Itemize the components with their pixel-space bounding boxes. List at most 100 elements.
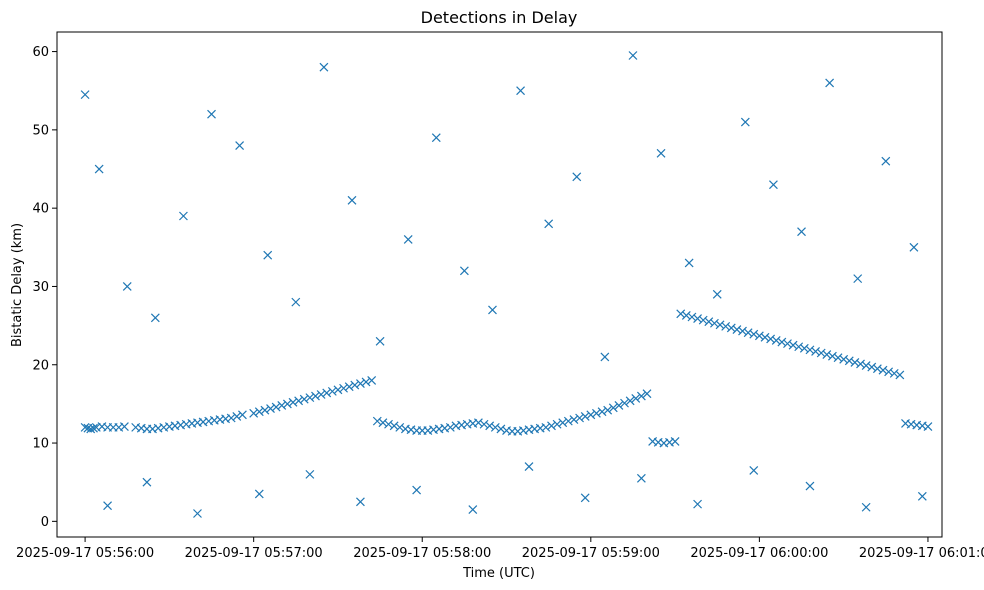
data-point [291, 297, 301, 307]
data-point [544, 219, 554, 229]
plot-frame [56, 31, 943, 538]
data-point [372, 416, 382, 426]
data-point [563, 416, 573, 426]
data-point [597, 407, 607, 417]
data-point [249, 408, 259, 418]
data-point [586, 410, 596, 420]
data-point [783, 339, 792, 349]
data-point [468, 505, 478, 515]
data-point [474, 418, 483, 428]
data-point [395, 422, 405, 432]
data-point [636, 391, 646, 401]
data-point [794, 342, 804, 352]
x-axis: 2025-09-17 05:56:00 2025-09-17 05:57:00 20… [16, 537, 984, 561]
data-point [516, 86, 525, 96]
data-point [853, 274, 863, 284]
data-point [620, 398, 629, 408]
x-tick-label: 2025-09-17 06:00:00 [690, 546, 828, 561]
y-tick-label: 10 [32, 437, 49, 452]
data-point [361, 377, 371, 387]
data-point [881, 156, 891, 166]
data-point [311, 391, 320, 401]
data-point [839, 354, 849, 364]
data-point [726, 323, 736, 333]
scatter-points [80, 51, 933, 518]
data-point [344, 382, 354, 392]
data-point [811, 347, 820, 356]
data-point [575, 413, 584, 423]
data-point [384, 419, 393, 429]
data-point [878, 365, 888, 375]
data-point [266, 404, 275, 414]
data-point [738, 326, 747, 336]
data-point [600, 352, 610, 362]
data-point [89, 423, 98, 433]
y-tick-label: 40 [32, 202, 49, 217]
data-point [828, 351, 837, 361]
data-point [715, 320, 725, 330]
data-point [684, 258, 694, 268]
data-point [367, 375, 377, 385]
data-point [693, 314, 702, 323]
data-point [580, 493, 590, 503]
data-point [861, 502, 871, 512]
data-point [150, 313, 160, 323]
data-point [867, 362, 877, 372]
data-point [766, 334, 776, 344]
data-point [822, 350, 832, 359]
y-axis: 0 10 20 30 40 50 60 [32, 45, 57, 530]
y-tick-label: 60 [32, 45, 49, 60]
data-point [712, 289, 722, 299]
data-point [740, 117, 750, 127]
data-point [347, 195, 357, 205]
data-point [389, 421, 399, 431]
data-point [872, 364, 882, 374]
data-point [207, 109, 216, 119]
data-point [263, 250, 273, 260]
data-point [319, 62, 329, 72]
data-point [844, 356, 854, 366]
data-point [631, 393, 641, 403]
data-point [94, 164, 104, 174]
y-tick-label: 30 [32, 280, 49, 295]
data-point [704, 317, 714, 327]
data-point [226, 413, 236, 423]
data-point [909, 242, 919, 252]
data-point [122, 282, 132, 291]
data-point [254, 489, 264, 499]
data-point [917, 491, 927, 501]
data-point [488, 305, 497, 315]
data-point [642, 389, 652, 399]
data-point [327, 386, 337, 396]
data-point [235, 141, 245, 150]
data-point [254, 407, 264, 417]
data-point [238, 410, 247, 420]
data-point [569, 415, 579, 424]
data-point [378, 418, 388, 428]
data-point [459, 266, 469, 276]
data-point [681, 311, 691, 320]
data-point [375, 336, 385, 346]
data-point [710, 318, 719, 328]
data-point [485, 421, 495, 431]
data-point [656, 148, 666, 158]
y-tick-label: 50 [32, 123, 49, 138]
data-point [749, 466, 759, 475]
x-tick-label: 2025-09-17 05:59:00 [522, 546, 660, 561]
data-point [490, 422, 500, 432]
data-point [825, 78, 835, 88]
data-point [636, 473, 646, 483]
data-point [861, 361, 871, 370]
data-point [797, 227, 806, 237]
data-point [232, 412, 242, 421]
data-point [431, 133, 441, 143]
data-point [771, 336, 781, 345]
data-point [805, 345, 815, 355]
data-point [760, 332, 770, 342]
data-point [625, 396, 635, 406]
data-point [339, 383, 348, 393]
data-point [356, 497, 365, 507]
data-point [743, 328, 753, 338]
data-point [479, 419, 489, 429]
